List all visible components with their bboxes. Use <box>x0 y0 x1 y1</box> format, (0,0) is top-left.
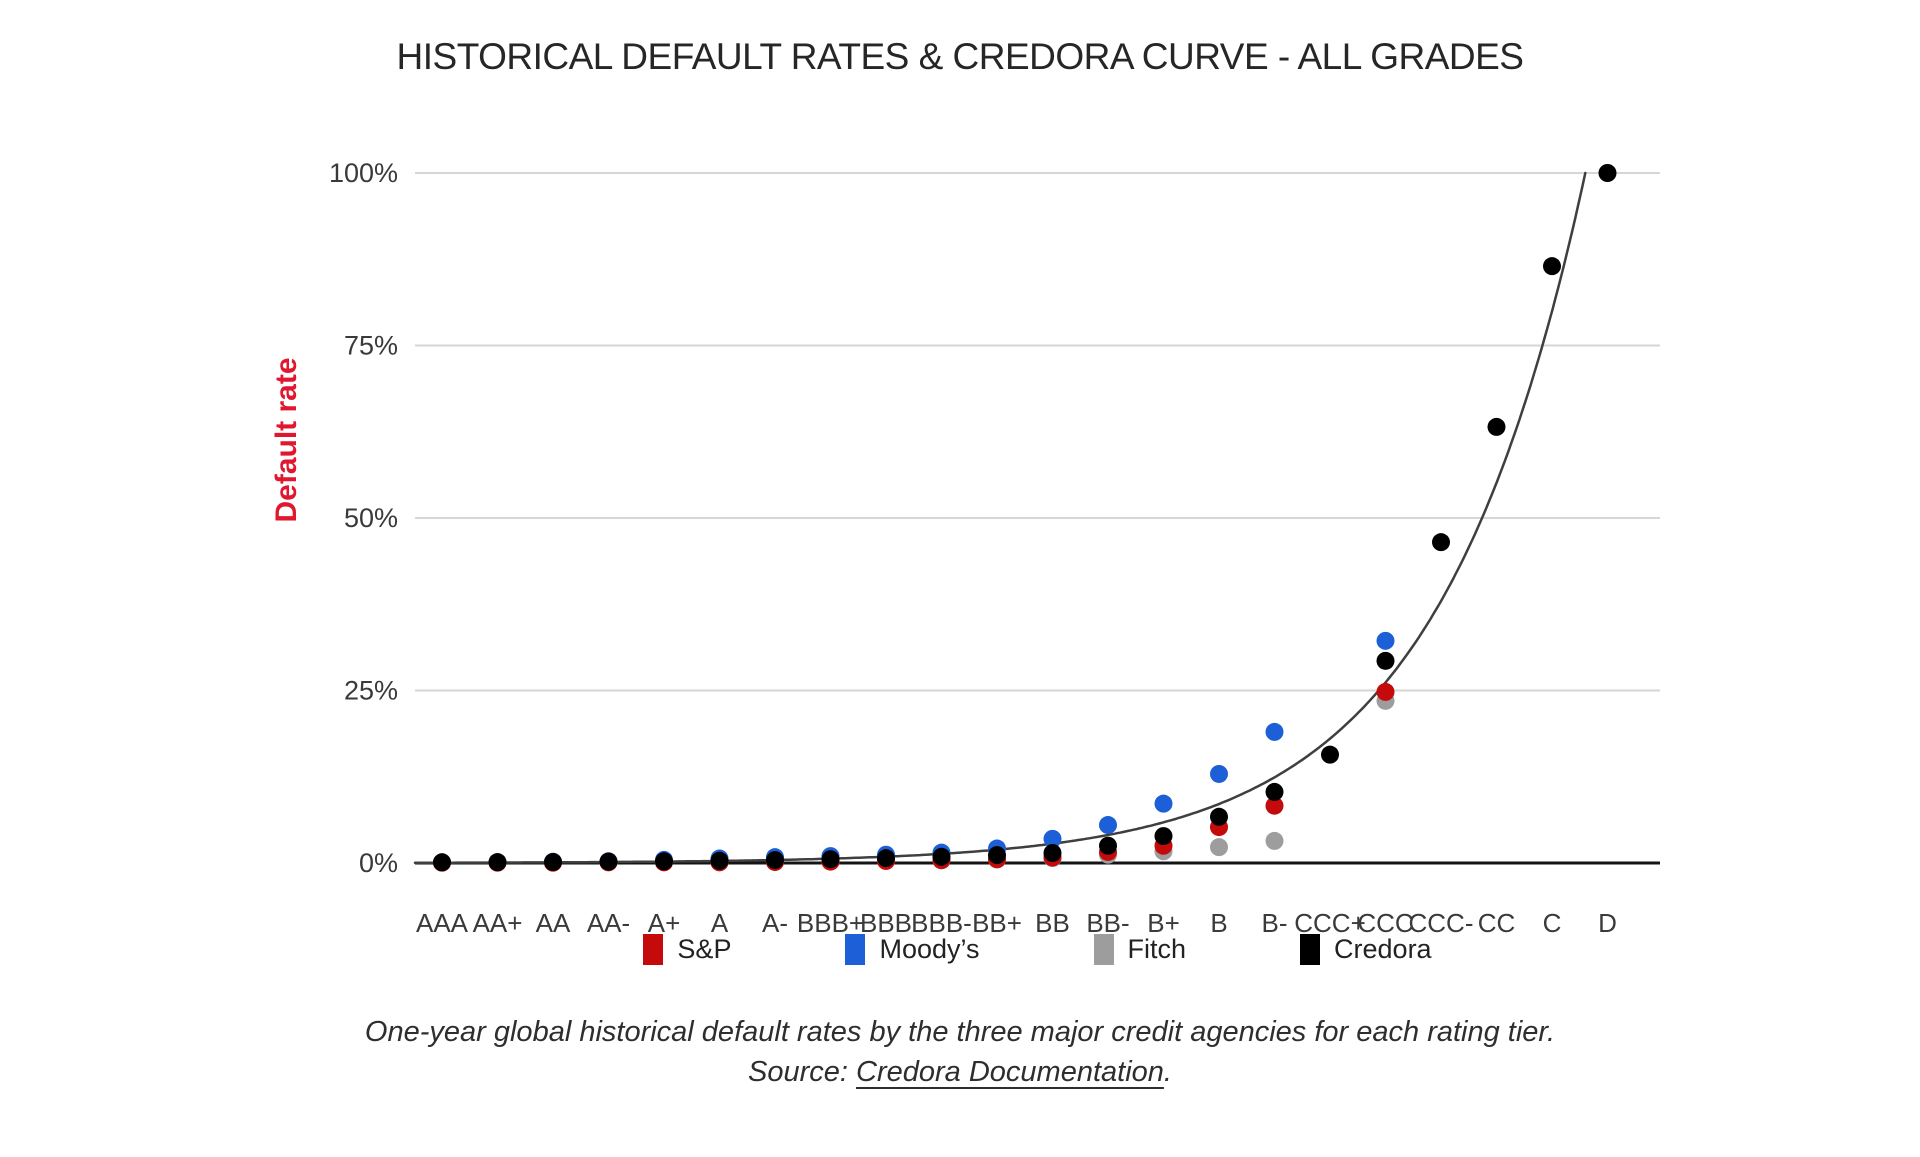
legend-item-credora: Credora <box>1300 933 1432 965</box>
x-tick-label-B+: B+ <box>1147 908 1180 938</box>
data-point-B+ <box>1154 827 1173 846</box>
data-point-B- <box>1265 796 1284 815</box>
legend-label: Fitch <box>1127 933 1187 964</box>
legend-swatch <box>845 933 866 965</box>
data-point-CCC- <box>1432 533 1450 552</box>
legend-swatch <box>1093 933 1114 965</box>
y-tick-label-75%: 75% <box>344 331 398 361</box>
chart-title: HISTORICAL DEFAULT RATES & CREDORA CURVE… <box>396 36 1524 77</box>
data-point-AA <box>544 852 562 871</box>
data-point-B- <box>1265 831 1284 850</box>
x-tick-label-B: B <box>1210 908 1227 938</box>
x-tick-label-BBB-: BBB- <box>911 908 972 938</box>
legend-label: S&P <box>677 933 732 964</box>
x-tick-label-CCC: CCC <box>1357 908 1413 938</box>
data-point-B- <box>1265 782 1284 801</box>
series-fitch <box>433 691 1395 872</box>
x-tick-label-A+: A+ <box>648 908 681 938</box>
data-point-C <box>1543 257 1561 276</box>
x-tick-label-AA-: AA- <box>587 908 630 938</box>
chart-legend: S&P Moody’s Fitch Credora <box>415 931 1660 967</box>
y-tick-label-100%: 100% <box>329 158 398 188</box>
y-tick-label-50%: 50% <box>344 503 398 533</box>
data-point-B- <box>1265 722 1284 741</box>
caption-source-suffix: . <box>1163 1056 1172 1088</box>
data-point-AAA <box>433 853 451 872</box>
data-point-AA- <box>599 852 618 871</box>
x-tick-label-BB: BB <box>1035 908 1070 938</box>
data-point-A- <box>766 851 784 870</box>
x-tick-label-A: A <box>711 908 729 938</box>
data-point-BB+ <box>988 846 1006 865</box>
x-tick-label-C: C <box>1543 908 1562 938</box>
series-moodys <box>433 631 1395 872</box>
x-tick-label-D: D <box>1598 908 1617 938</box>
data-point-CCC <box>1376 682 1395 701</box>
x-tick-label-AAA: AAA <box>416 908 469 938</box>
data-point-BBB <box>877 849 895 868</box>
x-tick-label-AA: AA <box>536 908 571 938</box>
chart-caption: One-year global historical default rates… <box>0 1012 1920 1092</box>
legend-label: Moody’s <box>879 933 980 964</box>
y-tick-label-0%: 0% <box>359 848 398 878</box>
x-tick-label-BB+: BB+ <box>972 908 1022 938</box>
caption-source-prefix: Source: <box>748 1056 857 1088</box>
x-tick-label-CC: CC <box>1478 908 1516 938</box>
data-point-BB- <box>1099 836 1117 855</box>
data-point-A <box>710 851 729 870</box>
gridlines <box>415 172 1660 692</box>
x-tick-label-AA+: AA+ <box>473 908 523 938</box>
data-point-BB- <box>1099 816 1117 835</box>
legend-item-sp: S&P <box>643 933 732 965</box>
data-point-BB <box>1043 829 1062 848</box>
caption-line-2: Source: Credora Documentation. <box>0 1052 1920 1092</box>
data-point-CC <box>1487 417 1506 436</box>
series-credora <box>433 164 1617 872</box>
x-tick-label-B-: B- <box>1262 908 1288 938</box>
legend-item-moodys: Moody’s <box>845 933 980 965</box>
data-point-D <box>1598 164 1617 182</box>
caption-line-1: One-year global historical default rates… <box>364 1016 1556 1048</box>
x-tick-label-BBB: BBB <box>860 908 912 938</box>
legend-item-fitch: Fitch <box>1093 933 1187 965</box>
data-point-B+ <box>1154 794 1173 813</box>
data-point-B <box>1210 764 1228 783</box>
data-point-BBB- <box>932 847 951 866</box>
legend-swatch <box>1300 933 1321 965</box>
x-tick-label-BBB+: BBB+ <box>797 908 864 938</box>
data-point-BBB+ <box>821 850 840 869</box>
legend-label: Credora <box>1334 933 1432 964</box>
y-tick-label-25%: 25% <box>344 676 398 706</box>
series-sp <box>433 682 1395 872</box>
x-tick-label-A-: A- <box>762 908 788 938</box>
data-point-B <box>1210 838 1228 857</box>
data-point-BB <box>1043 843 1062 862</box>
data-point-A+ <box>655 852 673 871</box>
data-point-CCC+ <box>1321 745 1339 764</box>
x-tick-label-CCC-: CCC- <box>1409 908 1474 938</box>
x-tick-label-CCC+: CCC+ <box>1294 908 1366 938</box>
data-point-CCC <box>1376 651 1395 670</box>
data-point-CCC <box>1376 631 1395 650</box>
source-documentation-link[interactable]: Credora Documentation <box>856 1056 1164 1088</box>
legend-swatch <box>643 933 664 965</box>
y-axis-tick-labels: 0% 25% 50% 75% 100% <box>329 158 398 878</box>
data-point-AA+ <box>488 853 507 872</box>
data-point-B <box>1210 807 1228 826</box>
x-tick-label-BB-: BB- <box>1086 908 1129 938</box>
x-axis-tick-labels: AAA AA+ AA AA- A+ A A- BBB+BBB BBB- BB+ BB BB- B+ B B-… <box>416 908 1617 938</box>
